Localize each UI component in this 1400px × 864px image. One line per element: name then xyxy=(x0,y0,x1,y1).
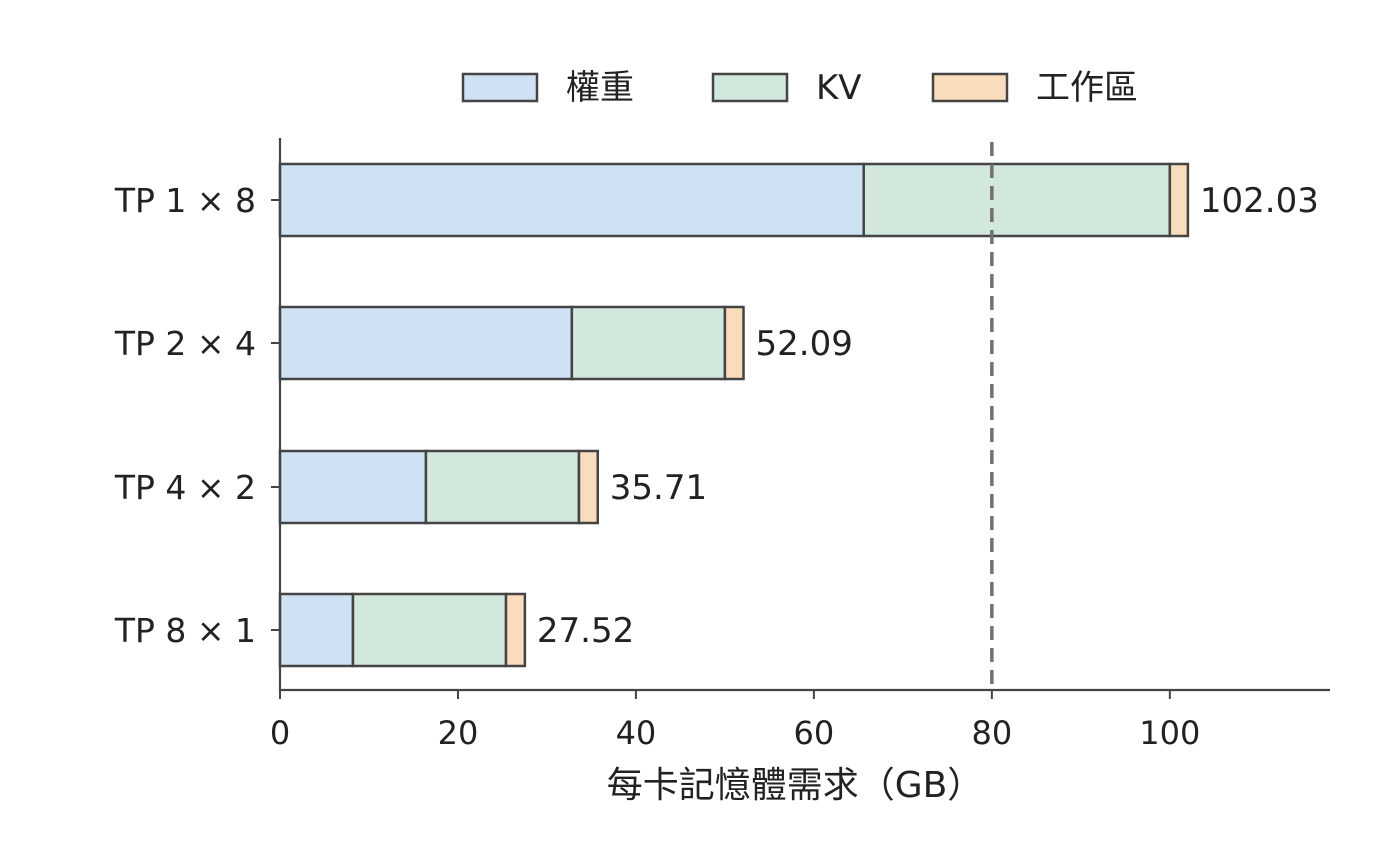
legend-swatch-3 xyxy=(931,72,1009,103)
legend-label-3: 工作區 xyxy=(1036,68,1138,108)
total-label-4: 27.52 xyxy=(537,611,634,651)
bar-segment-1-row-4 xyxy=(278,592,355,668)
bar-segment-1-row-2 xyxy=(278,305,574,381)
bar-segment-3-row-3 xyxy=(577,449,600,525)
bar-segment-3-row-2 xyxy=(723,305,745,381)
x-tick-label-1: 0 xyxy=(270,714,290,752)
legend-swatch-1 xyxy=(461,72,539,103)
total-label-2: 52.09 xyxy=(756,324,853,364)
x-tick-label-3: 40 xyxy=(616,714,657,752)
legend-swatch-2 xyxy=(711,72,789,103)
total-label-1: 102.03 xyxy=(1200,181,1319,221)
axes-group: TP 1 × 8 TP 2 × 4 TP 4 × 2 TP 8 × 1 0 20 40 60 8… xyxy=(114,138,1330,752)
legend-label-2: KV xyxy=(816,68,862,108)
bar-segment-2-row-2 xyxy=(570,305,727,381)
x-tick-label-4: 60 xyxy=(794,714,835,752)
total-label-3: 35.71 xyxy=(610,468,707,508)
bar-segment-3-row-4 xyxy=(504,592,527,668)
x-tick-label-6: 100 xyxy=(1139,714,1200,752)
x-tick-label-5: 80 xyxy=(972,714,1013,752)
category-label-2: TP 2 × 4 xyxy=(114,324,256,363)
bar-segment-1-row-1 xyxy=(278,162,865,238)
bar-segment-2-row-4 xyxy=(351,592,508,668)
legend: 權重 KV 工作區 xyxy=(461,68,1138,108)
x-axis-label: 每卡記憶體需求（GB） xyxy=(607,765,984,806)
bar-segment-2-row-3 xyxy=(424,449,581,525)
bar-segment-2-row-1 xyxy=(862,162,1172,238)
legend-label-1: 權重 xyxy=(566,68,634,108)
bar-segment-1-row-3 xyxy=(278,449,428,525)
bar-segment-3-row-1 xyxy=(1168,162,1190,238)
bars-group: 102.03 52.09 35.71 27.52 xyxy=(278,162,1319,668)
category-label-3: TP 4 × 2 xyxy=(114,468,256,507)
x-tick-label-2: 20 xyxy=(438,714,479,752)
category-label-1: TP 1 × 8 xyxy=(114,181,256,220)
category-label-4: TP 8 × 1 xyxy=(114,611,256,650)
